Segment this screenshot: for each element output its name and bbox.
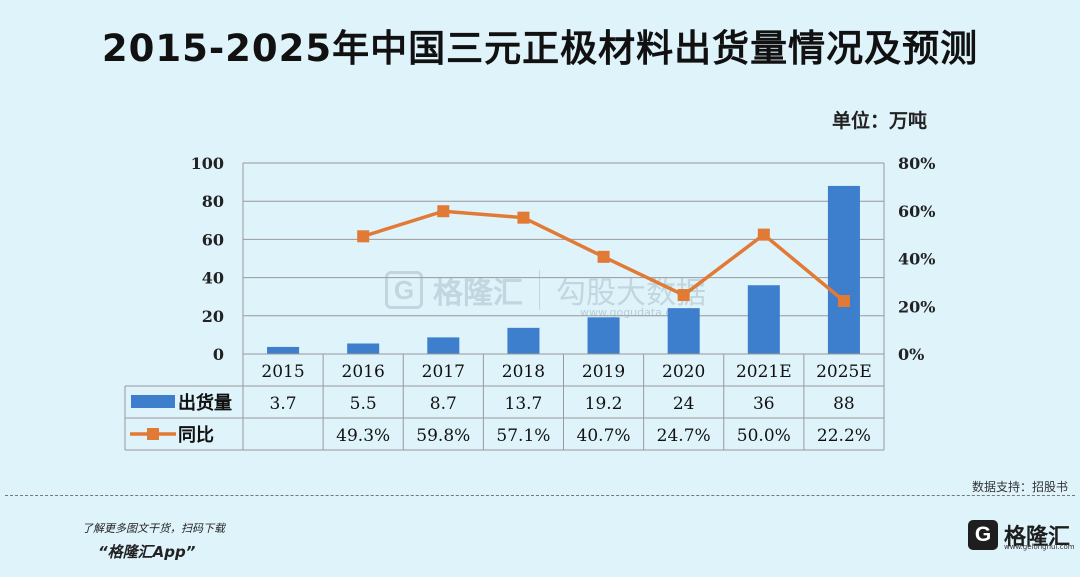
unit-label: 单位：万吨 <box>832 110 928 132</box>
source-note: 数据支持：招股书 <box>971 480 1068 494</box>
line-point <box>837 294 850 307</box>
growth-line <box>357 205 850 307</box>
table-cell: 24.7% <box>657 426 711 446</box>
x-tick-label: 2015 <box>261 362 304 382</box>
x-tick-label: 2017 <box>422 362 465 382</box>
bar <box>827 185 860 354</box>
table-cell: 88 <box>833 394 855 414</box>
bar <box>747 285 780 354</box>
legend-line-marker <box>147 428 159 440</box>
promo-text: 了解更多图文干货，扫码下载 <box>82 522 225 535</box>
legend-bar-swatch <box>131 395 175 408</box>
line-point <box>677 289 690 302</box>
table-cell: 3.7 <box>270 394 297 414</box>
legend-label: 同比 <box>178 425 214 446</box>
legend-label: 出货量 <box>178 392 232 414</box>
x-tick-label: 2025E <box>816 362 872 382</box>
y-left-tick-label: 100 <box>191 154 224 173</box>
watermark-logo-icon: G <box>385 271 423 309</box>
brand-logo-icon: G <box>968 520 998 550</box>
table-cell: 57.1% <box>496 426 550 446</box>
line-point <box>437 205 450 218</box>
y-right-tick-label: 40% <box>898 250 935 269</box>
footer-divider <box>5 495 1075 496</box>
line-point <box>357 230 370 243</box>
table-cell: 19.2 <box>585 394 623 414</box>
y-left-tick-label: 80 <box>202 192 224 211</box>
bar <box>347 343 380 354</box>
table-cell: 13.7 <box>505 394 543 414</box>
y-left-tick-label: 20 <box>202 307 224 326</box>
bar <box>667 308 700 354</box>
axes: 0 20 40 60 80 100 0% 20% 40% 60% 80% <box>191 154 936 364</box>
x-tick-label: 2019 <box>582 362 625 382</box>
chart-title: 2015-2025年中国三元正极材料出货量情况及预测 <box>101 27 979 70</box>
watermark-divider <box>539 270 540 310</box>
y-left-tick-label: 60 <box>202 230 224 249</box>
y-left-tick-label: 0 <box>213 345 224 364</box>
bar <box>507 327 540 354</box>
table-cell: 36 <box>753 394 775 414</box>
table-cell: 59.8% <box>416 426 470 446</box>
data-table: 2015 2016 2017 2018 2019 2020 2021E 2025E 出货量 3.7… <box>124 353 885 451</box>
y-right-tick-label: 20% <box>898 297 935 316</box>
grid-lines <box>243 162 884 317</box>
table-cell: 22.2% <box>817 426 871 446</box>
table-cell: 5.5 <box>350 394 377 414</box>
x-tick-label: 2018 <box>502 362 545 382</box>
brand-name: 格隆汇 <box>1004 525 1071 550</box>
table-cell: 50.0% <box>737 426 791 446</box>
table-cell: 24 <box>673 394 695 414</box>
line-point <box>517 211 530 224</box>
x-tick-label: 2020 <box>662 362 705 382</box>
table-cell: 8.7 <box>430 394 457 414</box>
brand: G 格隆汇 <box>968 519 1070 551</box>
brand-site: www.gelonghui.com <box>1004 543 1075 551</box>
table-cell: 40.7% <box>577 426 631 446</box>
y-right-tick-label: 80% <box>898 154 935 173</box>
y-right-tick-label: 0% <box>898 345 924 364</box>
line-point <box>757 228 770 241</box>
bar <box>267 346 300 354</box>
bars <box>267 185 860 354</box>
app-name: “格隆汇App” <box>98 543 196 561</box>
x-tick-label: 2016 <box>342 362 385 382</box>
y-right-tick-label: 60% <box>898 202 935 221</box>
watermark-name: 格隆汇 <box>433 276 523 311</box>
bar <box>587 317 620 354</box>
table-cell: 49.3% <box>336 426 390 446</box>
bar <box>427 337 460 354</box>
y-left-tick-label: 40 <box>202 269 224 288</box>
line-point <box>597 250 610 263</box>
x-tick-label: 2021E <box>736 362 792 382</box>
